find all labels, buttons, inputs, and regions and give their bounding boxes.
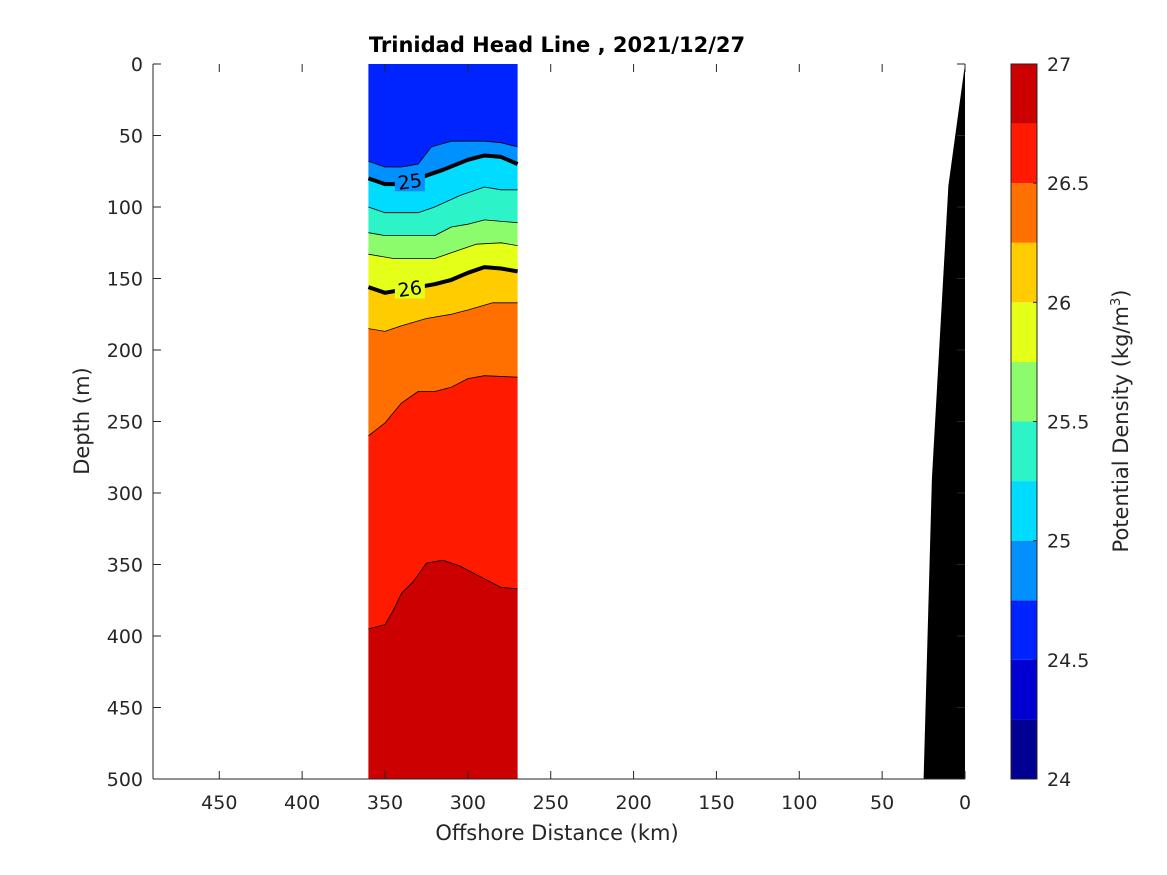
- isopycnal-line: [368, 242, 518, 259]
- colorbar-segment: [1011, 481, 1037, 541]
- y-tick-label: 500: [107, 769, 143, 791]
- colorbar-tick-label: 26.5: [1047, 173, 1089, 195]
- y-axis-label: Depth (m): [70, 367, 94, 474]
- isopycnal-bold-line: [367, 265, 518, 295]
- x-tick-label: 450: [201, 792, 237, 814]
- contour-label-background: [394, 169, 425, 192]
- x-tick-label: 50: [870, 792, 894, 814]
- y-tick-label: 250: [107, 412, 143, 434]
- colorbar: 24 24.5 25 25.5 26 26.5 27: [1010, 54, 1089, 791]
- colorbar-segment: [1011, 302, 1037, 362]
- plot-background: [153, 64, 965, 779]
- isopycnal-line: [368, 140, 518, 168]
- colorbar-segment: [1011, 361, 1037, 422]
- x-tick-label: 150: [698, 792, 734, 814]
- contour-label-background: [394, 276, 425, 299]
- y-tick-label: 0: [131, 54, 143, 76]
- colorbar-label-end: ): [1109, 290, 1133, 298]
- density-band: [368, 187, 518, 236]
- density-band: [368, 302, 518, 436]
- y-tick-label: 100: [107, 197, 143, 219]
- colorbar-segment: [1011, 600, 1037, 660]
- colorbar-label: Potential Density (kg/m3): [1109, 290, 1133, 553]
- plot-area: 25 26: [153, 64, 965, 779]
- colorbar-label-superscript: 3: [1109, 298, 1124, 306]
- y-tick-label: 150: [107, 269, 143, 291]
- x-tick-label: 350: [367, 792, 403, 814]
- colorbar-tick-label: 25.5: [1047, 412, 1089, 434]
- colorbar-segment: [1011, 719, 1037, 779]
- isopycnal-line: [368, 559, 518, 630]
- seafloor-bathymetry: [923, 64, 965, 779]
- x-axis-label: Offshore Distance (km): [435, 821, 678, 845]
- density-band: [368, 375, 518, 629]
- axes: 450 400 350 300 250 200 150 100 50 00501001502002…: [107, 54, 971, 814]
- colorbar-segment: [1011, 123, 1037, 184]
- colorbar-tick-label: 27: [1047, 54, 1071, 76]
- colorbar-segment: [1011, 242, 1037, 303]
- colorbar-tick-label: 24.5: [1047, 650, 1089, 672]
- isopycnal-line: [368, 375, 518, 437]
- y-tick-label: 400: [107, 626, 143, 648]
- isopycnal-bold-line: [367, 153, 519, 187]
- density-band: [368, 155, 518, 213]
- x-tick-label: 300: [450, 792, 486, 814]
- contour-label: 25: [396, 170, 423, 195]
- density-band: [368, 267, 518, 332]
- colorbar-segment: [1011, 64, 1037, 124]
- density-band: [368, 64, 518, 167]
- density-band: [368, 219, 518, 259]
- colorbar-tick-label: 24: [1047, 769, 1071, 791]
- isopycnal-line: [368, 302, 518, 332]
- colorbar-label-main: Potential Density (kg/m: [1109, 306, 1133, 552]
- colorbar-tick-label: 25: [1047, 531, 1071, 553]
- colorbar-tick-label: 26: [1047, 292, 1071, 314]
- y-tick-label: 50: [119, 126, 143, 148]
- chart-title: Trinidad Head Line , 2021/12/27: [369, 33, 745, 57]
- x-tick-label: 400: [284, 792, 320, 814]
- y-tick-label: 200: [107, 340, 143, 362]
- colorbar-segment: [1011, 421, 1037, 482]
- isopycnal-line: [368, 219, 518, 237]
- x-tick-label: 200: [615, 792, 651, 814]
- y-tick-label: 350: [107, 555, 143, 577]
- colorbar-segment: [1011, 659, 1037, 720]
- colorbar-segment: [1011, 540, 1037, 601]
- isopycnal-line: [368, 186, 518, 214]
- density-band: [368, 560, 518, 779]
- colorbar-segment: [1011, 183, 1037, 243]
- x-tick-label: 100: [781, 792, 817, 814]
- contour-label: 26: [396, 277, 423, 302]
- y-tick-label: 300: [107, 483, 143, 505]
- x-tick-label: 250: [533, 792, 569, 814]
- y-tick-label: 450: [107, 698, 143, 720]
- x-tick-label: 0: [959, 792, 971, 814]
